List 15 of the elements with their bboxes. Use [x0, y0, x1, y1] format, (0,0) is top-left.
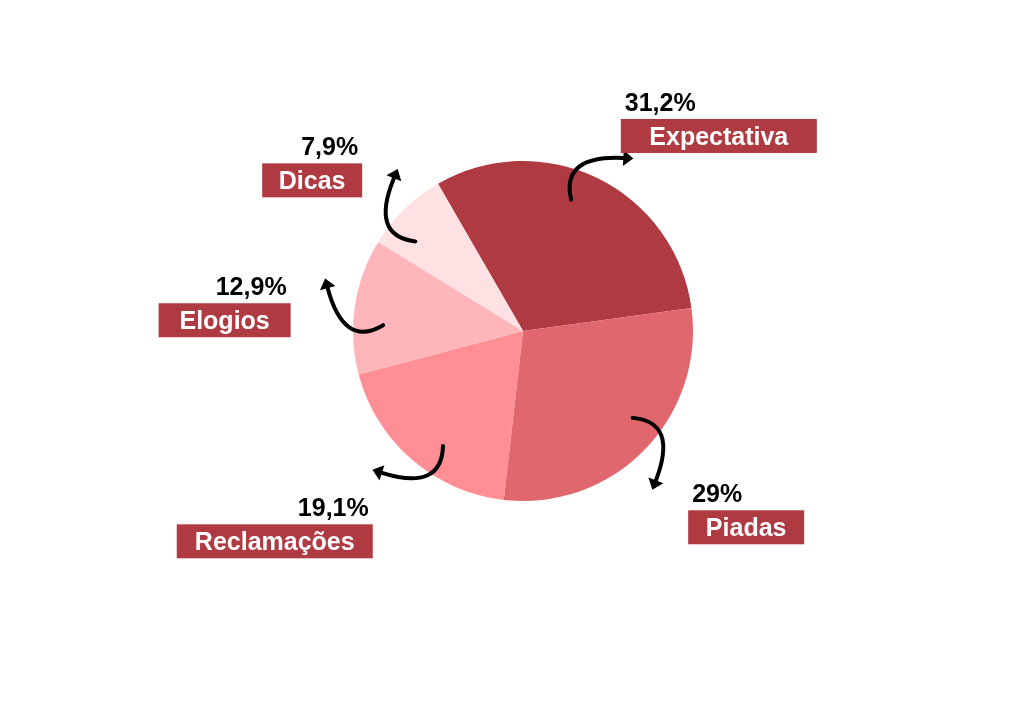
pie-slice: [353, 241, 523, 375]
pie-slice: [378, 183, 523, 331]
pie-slice: [358, 331, 523, 500]
data-label: 29%: [692, 479, 743, 508]
slice-label: Piadas: [705, 513, 787, 542]
pie-slice: [438, 161, 692, 331]
slice-label: Reclamações: [194, 527, 355, 556]
slice-label: Dicas: [278, 166, 346, 195]
data-label: 12,9%: [215, 272, 287, 301]
slice-label: Expectativa: [649, 121, 790, 150]
pie-slice: [503, 307, 693, 501]
data-label: 7,9%: [301, 132, 359, 161]
data-label: 19,1%: [297, 493, 369, 522]
slice-label: Elogios: [179, 306, 270, 335]
data-label: 31,2%: [624, 87, 696, 116]
